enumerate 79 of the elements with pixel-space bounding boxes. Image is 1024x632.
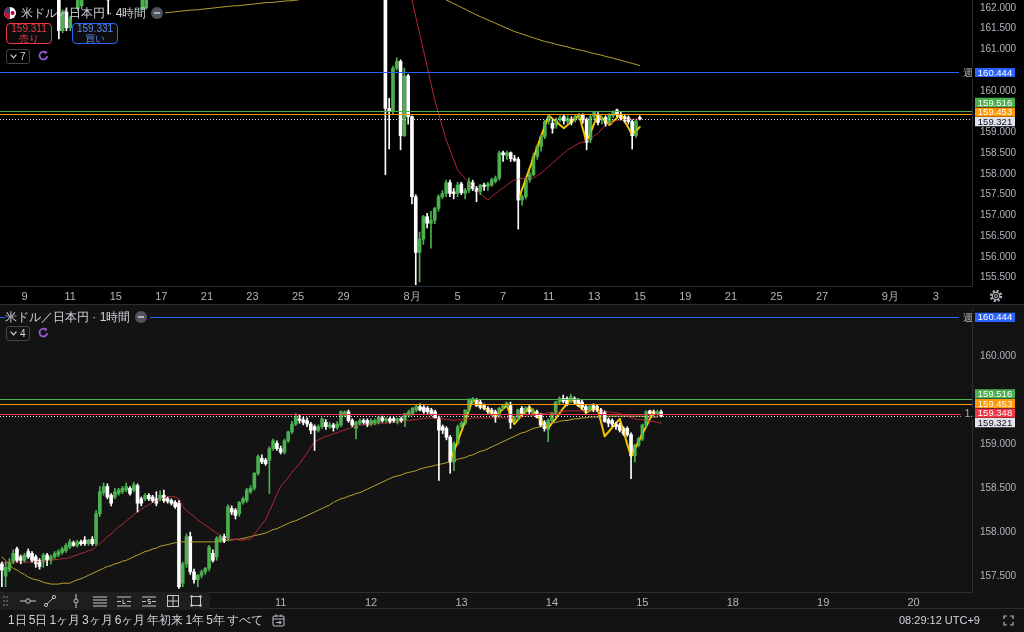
x-tick-label: 15 [633,289,646,302]
y-tick-label: 158.000 [980,525,1017,537]
text: 3ヶ月 [82,613,113,628]
annotation: 4 [20,327,26,340]
ref-line-label: 159.516 [977,388,1013,399]
ref-line-label: 159.453 [977,397,1013,409]
x-tick-label: 29 [337,289,350,302]
text: 5年 [206,613,225,628]
x-tick-label: 8月 [403,289,421,302]
x-tick-label: 23 [246,289,259,302]
x-tick-label: 18 [726,595,739,608]
text: 08:29:12 UTC+9 [898,613,980,628]
y-tick-label: 157.000 [980,209,1017,221]
x-tick-label: 17 [155,289,168,302]
ref-line-label: 159.321 [977,416,1013,428]
annotation: 買い [85,32,105,44]
ref-line-label: 160.444 [977,311,1013,323]
y-tick-label: 156.000 [980,250,1017,262]
y-tick-label: 158.000 [980,167,1017,179]
text: 1ヶ月 [49,613,81,628]
annotation: 週 [963,311,973,323]
text: 1年 [185,613,205,628]
x-tick-label: 11 [542,289,555,302]
x-tick-label: 21 [200,289,214,302]
x-tick-label: 25 [291,289,305,302]
x-tick-label: 27 [815,289,829,302]
x-tick-label: 11 [274,595,287,608]
y-tick-label: 161.000 [980,43,1017,55]
x-tick-label: 25 [770,289,783,302]
annotation: 1. [964,407,973,419]
y-tick-label: 156.500 [980,229,1017,241]
x-tick-label: 9 [21,289,28,302]
x-tick-label: 19 [679,289,692,302]
x-tick-label: 7 [500,289,507,302]
y-tick-label: 158.500 [980,146,1017,158]
x-tick-label: 11 [64,289,76,302]
text: 米ドル／日本円 · 4時間 [21,6,147,20]
y-tick-label: 161.500 [980,22,1017,34]
y-tick-label: 157.500 [980,188,1017,200]
text: 1日 [8,613,27,628]
y-tick-label: 159.000 [980,126,1017,138]
y-tick-label: 155.500 [980,271,1017,283]
y-tick-label: 158.500 [980,482,1017,493]
annotation: 159.331 [76,22,114,34]
chart-title: 米ドル／日本円 · 1時間 [5,310,131,324]
y-tick-label: 160.000 [980,84,1017,96]
ref-line-label: 159.321 [977,115,1013,127]
ref-line-label: 160.444 [977,66,1013,78]
ref-line-label: 159.348 [977,407,1013,419]
y-tick-label: 159.000 [980,438,1017,450]
annotation: 週 [963,66,973,78]
annotation: 159.311 [11,22,47,34]
annotation: 7 [20,50,26,63]
ref-line-label: 159.453 [977,106,1013,118]
dropdown-button: 4 [6,326,30,341]
x-tick-label: 13 [588,289,601,302]
text: 年初来 [147,613,184,628]
y-tick-label: 157.500 [980,569,1017,581]
x-tick-label: 15 [109,289,122,302]
dropdown-button: 7 [6,49,30,64]
x-tick-label: 9月 [881,289,899,302]
price-box: 159.331 買い [72,23,118,44]
text: すべて [226,613,263,628]
y-tick-label: 160.000 [980,350,1017,362]
x-tick-label: 12 [364,595,378,608]
price-box: 159.311 売り [6,23,52,44]
x-tick-label: 3 [932,289,939,302]
text: 5日 [28,613,48,628]
x-tick-label: 5 [454,289,461,302]
x-tick-label: 21 [724,289,738,302]
text: 6ヶ月 [114,613,146,628]
x-tick-label: 15 [636,595,649,608]
annotation: 売り [19,32,39,44]
x-tick-label: 19 [817,595,830,608]
ref-line-label: 159.516 [977,96,1013,108]
x-tick-label: 13 [455,595,468,608]
x-tick-label: 20 [907,595,920,608]
x-tick-label: 14 [545,595,559,608]
y-tick-label: 162.000 [980,1,1017,13]
